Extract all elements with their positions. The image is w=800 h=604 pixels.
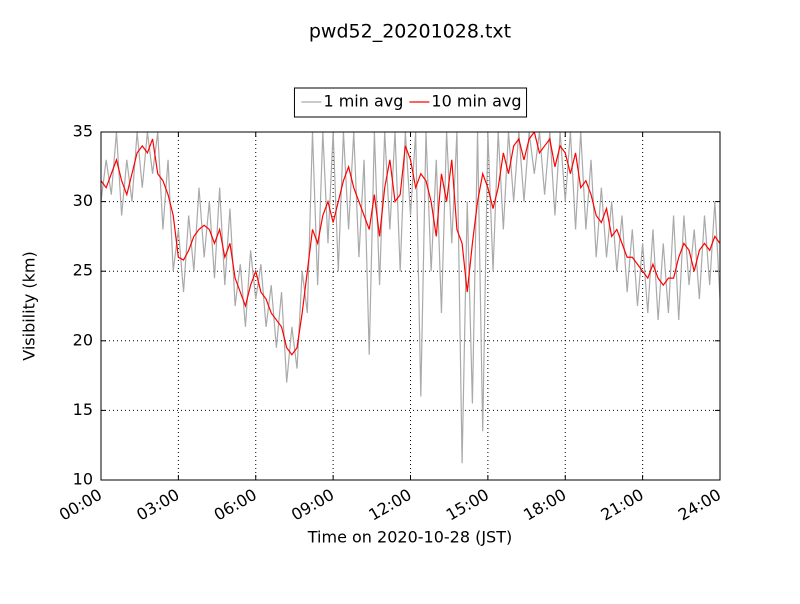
legend-label: 10 min avg <box>431 92 521 111</box>
legend-label: 1 min avg <box>323 92 403 111</box>
y-axis-label: Visibility (km) <box>20 251 39 360</box>
x-tick-label: 09:00 <box>288 485 337 525</box>
series-line <box>101 132 720 464</box>
x-tick-label: 18:00 <box>520 485 569 525</box>
x-axis-label: Time on 2020-10-28 (JST) <box>307 528 512 547</box>
x-tick-label: 24:00 <box>675 485 724 525</box>
legend: 1 min avg 10 min avg <box>293 87 528 118</box>
y-tick-label: 30 <box>73 191 93 210</box>
x-tick-label: 00:00 <box>56 485 105 525</box>
y-tick-label: 25 <box>73 261 93 280</box>
x-tick-label: 06:00 <box>211 485 260 525</box>
x-tick-label: 03:00 <box>133 485 182 525</box>
plot-frame <box>100 131 721 481</box>
chart-title: pwd52_20201028.txt <box>309 21 511 43</box>
series-line <box>101 132 720 356</box>
y-tick-label: 20 <box>73 330 93 349</box>
x-tick-label: 21:00 <box>597 485 646 525</box>
x-tick-label: 15:00 <box>443 485 492 525</box>
y-tick-label: 35 <box>73 122 93 141</box>
y-tick-label: 15 <box>73 400 93 419</box>
x-tick-label: 12:00 <box>365 485 414 525</box>
y-tick-label: 10 <box>73 470 93 489</box>
